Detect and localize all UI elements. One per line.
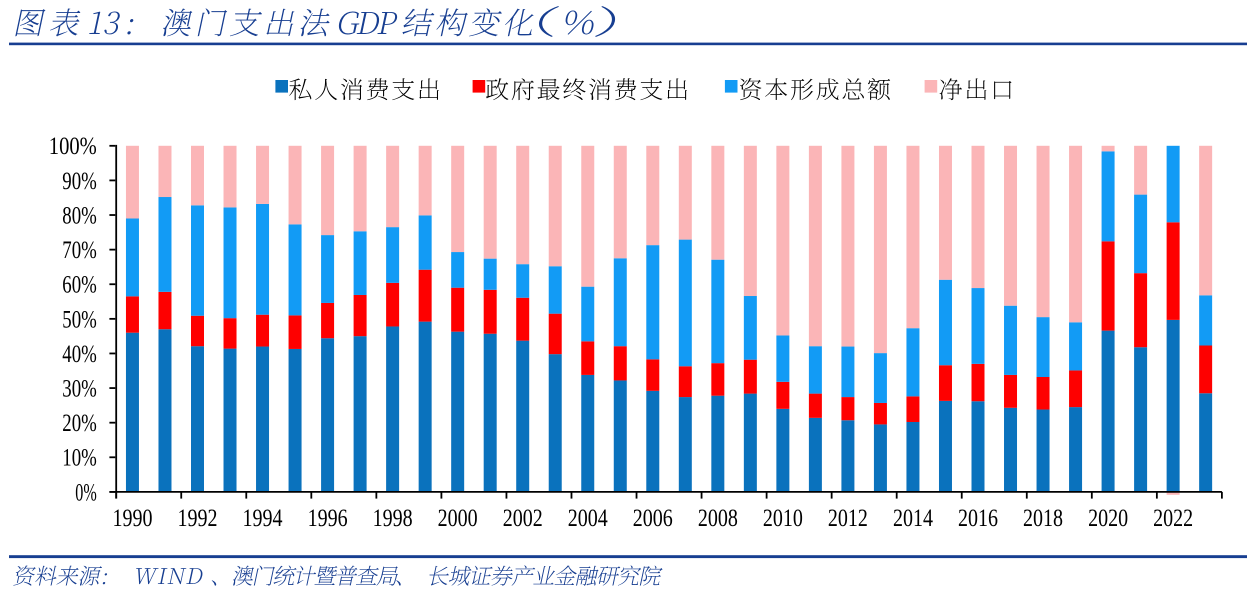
svg-text:70%: 70% xyxy=(62,237,97,264)
svg-text:2012: 2012 xyxy=(828,505,868,532)
svg-text:80%: 80% xyxy=(62,202,97,229)
svg-text:2010: 2010 xyxy=(763,505,803,532)
svg-text:40%: 40% xyxy=(62,341,97,368)
svg-text:10%: 10% xyxy=(62,445,97,472)
svg-text:100%: 100% xyxy=(49,133,97,160)
svg-text:20%: 20% xyxy=(62,410,97,437)
svg-text:1990: 1990 xyxy=(112,505,152,532)
svg-text:1994: 1994 xyxy=(243,505,283,532)
svg-text:0%: 0% xyxy=(75,479,97,506)
svg-text:1992: 1992 xyxy=(178,505,218,532)
svg-text:2002: 2002 xyxy=(503,505,543,532)
svg-text:30%: 30% xyxy=(62,375,97,402)
svg-text:2004: 2004 xyxy=(568,505,608,532)
svg-text:2014: 2014 xyxy=(893,505,933,532)
svg-text:2000: 2000 xyxy=(438,505,478,532)
svg-text:50%: 50% xyxy=(62,306,97,333)
svg-text:2006: 2006 xyxy=(633,505,673,532)
svg-text:1998: 1998 xyxy=(373,505,413,532)
svg-text:2022: 2022 xyxy=(1153,505,1193,532)
svg-text:2008: 2008 xyxy=(698,505,738,532)
svg-text:2016: 2016 xyxy=(958,505,998,532)
svg-text:90%: 90% xyxy=(62,168,97,195)
svg-text:60%: 60% xyxy=(62,272,97,299)
svg-text:2018: 2018 xyxy=(1023,505,1063,532)
svg-text:1996: 1996 xyxy=(308,505,348,532)
svg-text:2020: 2020 xyxy=(1088,505,1128,532)
